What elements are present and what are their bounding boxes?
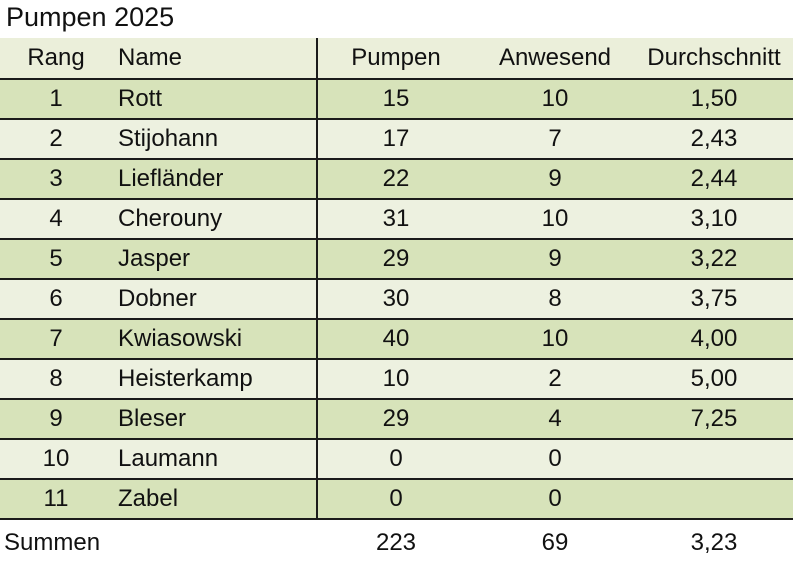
rank-cell: 1 — [49, 85, 63, 112]
rank-cell: 6 — [49, 285, 63, 312]
rank-cell: 8 — [49, 365, 63, 392]
name-cell: Jasper — [118, 245, 191, 272]
column-header-name: Name — [118, 44, 183, 71]
table-row: 8 Heisterkamp 10 2 5,00 — [0, 360, 793, 400]
summary-anwesend-total: 69 — [541, 529, 569, 556]
durchschnitt-cell: 2,43 — [690, 125, 738, 152]
pumpen-cell: 0 — [389, 485, 403, 512]
durchschnitt-cell: 3,22 — [690, 245, 738, 272]
anwesend-cell: 2 — [548, 365, 562, 392]
durchschnitt-cell: 2,44 — [690, 165, 738, 192]
anwesend-cell: 0 — [548, 445, 562, 472]
table-row: 11 Zabel 0 0 — [0, 480, 793, 520]
table-row: 10 Laumann 0 0 — [0, 440, 793, 480]
summary-durchschnitt-avg: 3,23 — [690, 529, 738, 556]
rank-cell: 7 — [49, 325, 63, 352]
anwesend-cell: 10 — [541, 325, 569, 352]
name-cell: Kwiasowski — [118, 325, 243, 352]
rank-cell: 4 — [49, 205, 63, 232]
anwesend-cell: 10 — [541, 205, 569, 232]
pumpen-cell: 29 — [382, 405, 410, 432]
anwesend-cell: 0 — [548, 485, 562, 512]
anwesend-cell: 7 — [548, 125, 562, 152]
anwesend-cell: 9 — [548, 165, 562, 192]
pumpen-cell: 0 — [389, 445, 403, 472]
table-row: 1 Rott 15 10 1,50 — [0, 80, 793, 120]
name-cell: Laumann — [118, 445, 219, 472]
name-cell: Bleser — [118, 405, 187, 432]
pumpen-cell: 40 — [382, 325, 410, 352]
summary-pumpen-total: 223 — [375, 529, 417, 556]
table-row: 3 Liefländer 22 9 2,44 — [0, 160, 793, 200]
pumpen-cell: 10 — [382, 365, 410, 392]
column-header-durchschnitt: Durchschnitt — [647, 44, 781, 71]
rank-cell: 2 — [49, 125, 63, 152]
table-row: 9 Bleser 29 4 7,25 — [0, 400, 793, 440]
durchschnitt-cell: 4,00 — [690, 325, 738, 352]
table-row: 5 Jasper 29 9 3,22 — [0, 240, 793, 280]
table-header-row: Rang Name Pumpen Anwesend Durchschnitt — [0, 38, 793, 80]
rank-cell: 10 — [42, 445, 70, 472]
name-cell: Zabel — [118, 485, 179, 512]
table-row: 6 Dobner 30 8 3,75 — [0, 280, 793, 320]
table-row: 7 Kwiasowski 40 10 4,00 — [0, 320, 793, 360]
pumpen-cell: 30 — [382, 285, 410, 312]
table-row: 2 Stijohann 17 7 2,43 — [0, 120, 793, 160]
rank-cell: 11 — [43, 485, 69, 512]
anwesend-cell: 8 — [548, 285, 562, 312]
durchschnitt-cell: 3,75 — [690, 285, 738, 312]
anwesend-cell: 10 — [541, 85, 569, 112]
durchschnitt-cell: 7,25 — [690, 405, 738, 432]
name-cell: Cherouny — [118, 205, 223, 232]
pumpen-cell: 31 — [382, 205, 410, 232]
name-cell: Heisterkamp — [118, 365, 253, 392]
pumpen-table: Rang Name Pumpen Anwesend Durchschnitt 1… — [0, 38, 793, 566]
name-cell: Rott — [118, 85, 163, 112]
durchschnitt-cell: 3,10 — [690, 205, 738, 232]
anwesend-cell: 4 — [548, 405, 562, 432]
name-cell: Stijohann — [118, 125, 219, 152]
rank-cell: 9 — [49, 405, 63, 432]
durchschnitt-cell: 5,00 — [690, 365, 738, 392]
rank-cell: 3 — [49, 165, 63, 192]
column-header-pumpen: Pumpen — [351, 44, 441, 71]
column-header-anwesend: Anwesend — [498, 44, 612, 71]
rank-cell: 5 — [49, 245, 63, 272]
pumpen-cell: 17 — [382, 125, 410, 152]
durchschnitt-cell: 1,50 — [690, 85, 738, 112]
table-summary-row: Summen 223 69 3,23 — [0, 520, 793, 566]
pumpen-cell: 15 — [382, 85, 410, 112]
column-divider-line — [316, 38, 318, 520]
summary-label: Summen — [4, 529, 101, 556]
table-row: 4 Cherouny 31 10 3,10 — [0, 200, 793, 240]
page-title: Pumpen 2025 — [6, 2, 175, 32]
pumpen-cell: 29 — [382, 245, 410, 272]
name-cell: Liefländer — [118, 165, 224, 192]
anwesend-cell: 9 — [548, 245, 562, 272]
column-header-rang: Rang — [27, 44, 85, 71]
pumpen-cell: 22 — [382, 165, 410, 192]
name-cell: Dobner — [118, 285, 197, 312]
